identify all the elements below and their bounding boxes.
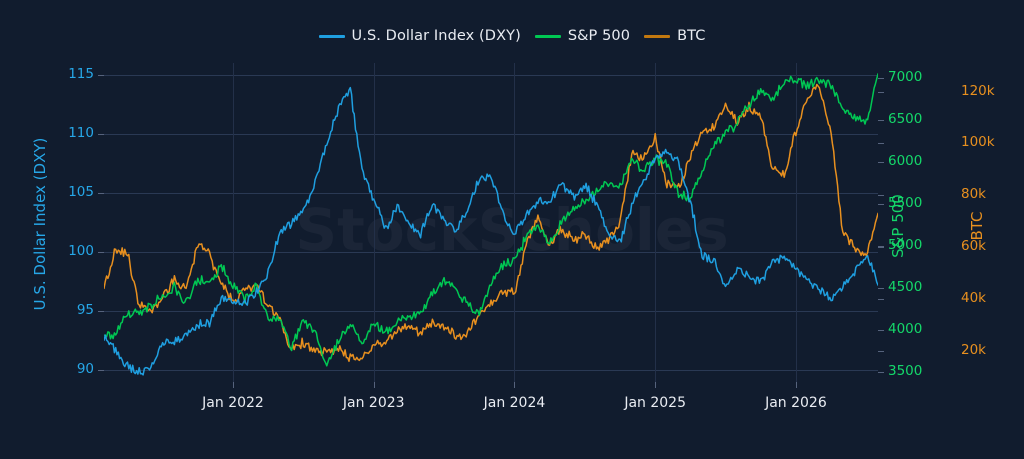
tick-label-x-1: Jan 2023 (342, 395, 405, 411)
grid-lines (98, 63, 884, 388)
legend-item-dxy[interactable]: U.S. Dollar Index (DXY) (318, 28, 521, 44)
tick-label-sp500-1: 4000 (888, 320, 923, 337)
tick-label-sp500-4: 5500 (888, 195, 923, 212)
tick-label-dxy-4: 110 (68, 124, 94, 141)
tick-label-btc-1: 40k (961, 290, 986, 306)
tick-label-sp500-5: 6000 (888, 153, 923, 170)
tick-label-dxy-3: 105 (68, 183, 94, 200)
tick-label-x-3: Jan 2025 (624, 395, 686, 411)
tick-label-btc-3: 80k (961, 186, 986, 203)
tick-label-sp500-2: 4500 (888, 278, 923, 295)
tick-label-dxy-1: 95 (76, 302, 94, 319)
series-line-btc (104, 83, 878, 363)
tick-label-btc-5: 120k (961, 82, 995, 99)
legend-swatch-dxy (318, 34, 345, 38)
tick-label-sp500-3: 5000 (888, 237, 923, 253)
tick-label-btc-4: 100k (961, 134, 995, 151)
legend-label-sp500: S&P 500 (567, 28, 631, 44)
legend-label-dxy: U.S. Dollar Index (DXY) (351, 28, 521, 44)
tick-label-x-2: Jan 2024 (483, 395, 546, 411)
tick-label-dxy-2: 100 (68, 243, 94, 260)
series-line-u-s-dollar-index-dxy (104, 86, 878, 376)
legend-item-btc[interactable]: BTC (644, 28, 705, 44)
tick-label-x-4: Jan 2026 (765, 395, 827, 411)
series-line-s-p-500 (104, 73, 878, 367)
axis-title-dxy: U.S. Dollar Index (DXY) (31, 137, 49, 311)
tick-label-btc-0: 20k (961, 341, 986, 358)
legend-swatch-btc (644, 34, 671, 38)
chart-legend: U.S. Dollar Index (DXY) S&P 500 BTC (0, 26, 1024, 46)
legend-swatch-sp500 (534, 34, 561, 38)
tick-label-btc-2: 60k (961, 238, 986, 255)
tick-label-dxy-0: 90 (76, 361, 94, 378)
legend-item-sp500[interactable]: S&P 500 (534, 28, 631, 44)
legend-label-btc: BTC (677, 28, 706, 44)
tick-label-sp500-6: 6500 (888, 111, 923, 128)
tick-label-sp500-7: 7000 (888, 69, 923, 86)
tick-label-x-0: Jan 2022 (202, 395, 264, 411)
series-lines (104, 73, 878, 376)
tick-label-dxy-5: 115 (68, 65, 94, 82)
tick-label-sp500-0: 3500 (888, 362, 923, 379)
